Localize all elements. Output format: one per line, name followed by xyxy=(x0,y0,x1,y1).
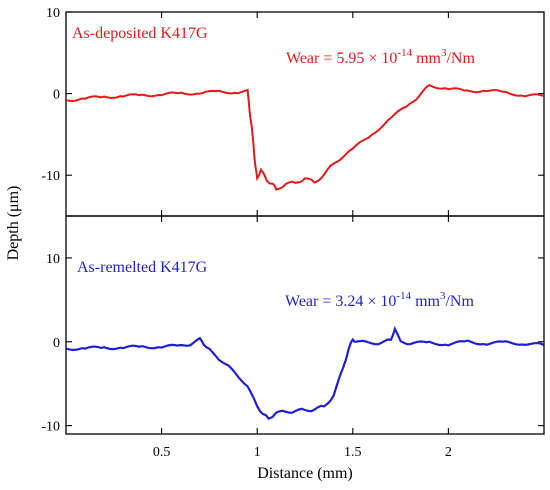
bottom-wear-label: Wear = 3.24 × 10-14 mm3/Nm xyxy=(285,290,474,310)
top-y-tick-label: 10 xyxy=(46,6,60,21)
bottom-panel-frame xyxy=(65,215,545,435)
top-panel-ticks: 10 0 -10 xyxy=(41,6,544,216)
top-panel-frame xyxy=(65,11,545,217)
top-wear-unit: mm xyxy=(412,50,441,67)
top-wear-suffix: /Nm xyxy=(446,50,475,67)
bottom-wear-unit: mm xyxy=(411,293,440,310)
bottom-wear-prefix: Wear = 3.24 × 10 xyxy=(285,293,396,310)
bottom-wear-exp: -14 xyxy=(396,290,411,302)
bottom-y-tick-label: -10 xyxy=(41,420,60,435)
top-wear-unit-exp: 3 xyxy=(441,47,447,59)
top-wear-prefix: Wear = 5.95 × 10 xyxy=(286,50,397,67)
y-axis-label: Depth (μm) xyxy=(5,186,22,261)
x-tick-label: 1.5 xyxy=(344,445,362,460)
top-y-tick-label: -10 xyxy=(41,169,60,184)
top-sample-label: As-deposited K417G xyxy=(72,25,208,42)
bottom-y-tick-label: 0 xyxy=(53,336,60,351)
x-tick-label: 1 xyxy=(254,445,261,460)
x-tick-label: 0.5 xyxy=(153,445,171,460)
bottom-panel-ticks: 10 0 -10 0.5 1 1.5 2 xyxy=(41,216,544,460)
bottom-series-line xyxy=(65,325,545,421)
bottom-sample-label: As-remelted K417G xyxy=(77,259,208,276)
top-wear-label: Wear = 5.95 × 10-14 mm3/Nm xyxy=(286,47,475,67)
top-series-line xyxy=(65,83,545,191)
top-wear-exp: -14 xyxy=(397,47,412,59)
bottom-y-tick-label: 10 xyxy=(46,252,60,267)
bottom-wear-suffix: /Nm xyxy=(445,293,474,310)
top-y-tick-label: 0 xyxy=(53,88,60,103)
bottom-wear-unit-exp: 3 xyxy=(440,290,446,302)
x-axis-label: Distance (mm) xyxy=(257,465,353,482)
x-tick-label: 2 xyxy=(445,445,452,460)
